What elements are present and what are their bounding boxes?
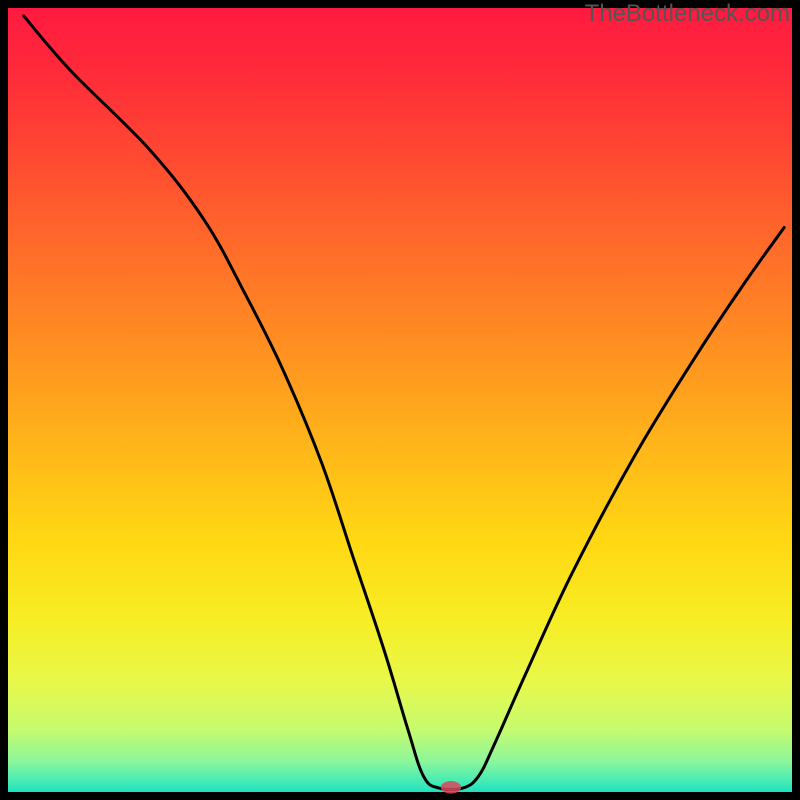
chart-svg: [0, 0, 800, 800]
chart-root: TheBottleneck.com: [0, 0, 800, 800]
optimum-marker: [441, 781, 461, 794]
